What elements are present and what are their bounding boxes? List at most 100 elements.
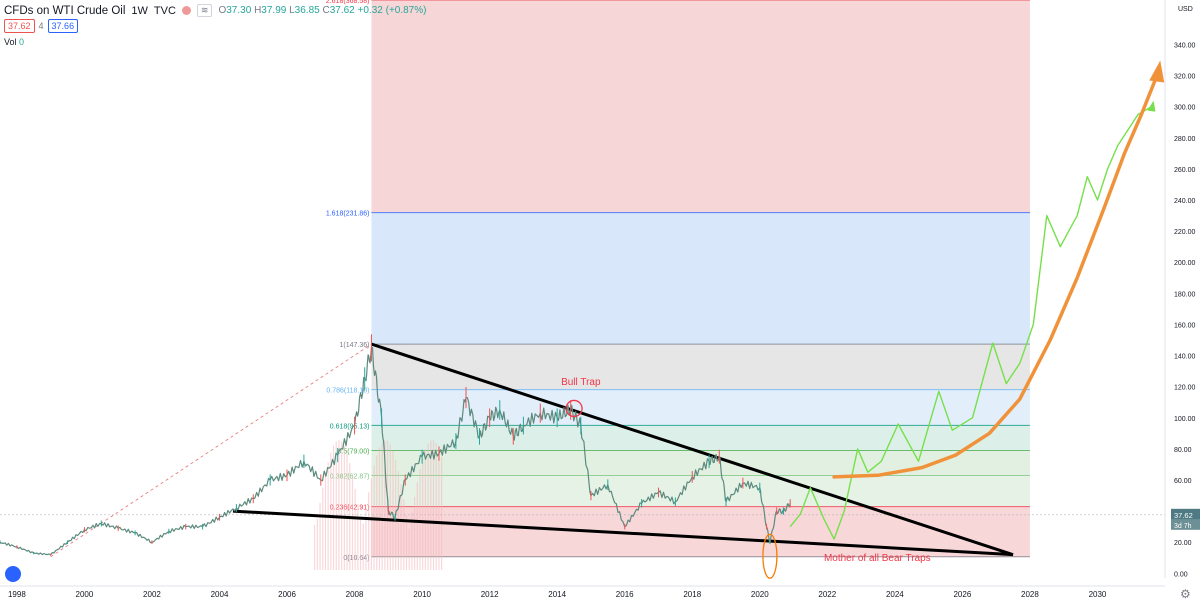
tradingview-logo-icon[interactable]: [5, 566, 21, 582]
volume-bar: [416, 482, 418, 570]
volume-bar: [430, 440, 432, 570]
volume-bar: [319, 502, 321, 570]
y-tick-label: 340.00: [1174, 42, 1196, 49]
change-value: +0.32 (+0.87%): [357, 5, 427, 16]
volume-bar: [330, 452, 332, 570]
volume-bar: [408, 528, 410, 570]
market-status-icon: [181, 6, 191, 15]
volume-bar: [441, 456, 443, 570]
ohlc-values: O37.30 H37.99 L36.85 C37.62 +0.32 (+0.87…: [218, 5, 427, 16]
x-tick-label: 2024: [886, 590, 904, 599]
x-tick-label: 2006: [278, 590, 296, 599]
projection-green-path: [789, 106, 1152, 540]
x-tick-label: 2010: [413, 590, 431, 599]
volume-legend: Vol 0: [4, 37, 24, 47]
spread-value: 4: [38, 21, 44, 31]
y-tick-label: 100.00: [1174, 416, 1196, 423]
fib-level-label: 0.618(95.13): [330, 423, 370, 430]
bear-trap-circle: [762, 533, 778, 579]
bear-trap-label: Mother of all Bear Traps: [824, 553, 931, 564]
close-value: 37.62: [329, 5, 355, 16]
y-tick-label: 80.00: [1174, 447, 1192, 454]
y-tick-label: 260.00: [1174, 167, 1196, 174]
volume-bar: [378, 447, 381, 570]
compare-icon[interactable]: ≋: [196, 4, 213, 17]
y-tick-label: 60.00: [1174, 478, 1192, 485]
x-tick-label: 2008: [346, 590, 364, 599]
x-tick-label: 2012: [481, 590, 499, 599]
y-tick-label: 200.00: [1174, 260, 1196, 267]
y-tick-label: 300.00: [1174, 105, 1196, 112]
volume-bar: [381, 442, 383, 570]
fib-level-label: 0.5(79.00): [338, 448, 370, 455]
x-tick-label: 2000: [76, 590, 94, 599]
volume-bar: [376, 455, 378, 570]
volume-bar: [365, 507, 367, 570]
volume-bar: [400, 484, 402, 570]
y-tick-label: 0.00: [1174, 571, 1188, 578]
x-tick-label: 2014: [548, 590, 566, 599]
x-tick-label: 2026: [953, 590, 971, 599]
last-price-tag: [1171, 508, 1200, 520]
x-tick-label: 2016: [616, 590, 634, 599]
last-price-value: 37.62: [1174, 511, 1193, 520]
countdown-tag: [1171, 519, 1200, 530]
y-tick-label: 20.00: [1174, 540, 1192, 547]
volume-bar: [341, 441, 343, 570]
trendline-upper-resistance: [370, 342, 1014, 557]
volume-bar: [332, 445, 335, 570]
volume-bar: [403, 499, 405, 570]
interval-label[interactable]: 1W: [131, 4, 148, 17]
symbol-header: CFDs on WTI Crude Oil 1W TVC ≋ O37.30 H3…: [4, 4, 426, 17]
volume-bar: [338, 440, 340, 570]
x-tick-label: 1998: [8, 590, 26, 599]
fib-band: [371, 389, 1030, 426]
volume-bar: [322, 487, 324, 570]
low-value: 36.85: [294, 5, 320, 16]
volume-bar: [359, 519, 362, 570]
volume-bar: [419, 469, 421, 570]
volume-bar: [432, 440, 435, 570]
volume-bar: [335, 441, 337, 570]
volume-bar: [362, 523, 364, 570]
currency-label: USD: [1178, 6, 1193, 13]
volume-bar: [435, 443, 437, 570]
y-tick-label: 140.00: [1174, 354, 1196, 361]
x-tick-label: 2018: [683, 590, 701, 599]
volume-value: 0: [19, 37, 25, 47]
price-series-line: [0, 346, 791, 556]
sell-button[interactable]: 37.62: [4, 19, 35, 33]
buy-button[interactable]: 37.66: [47, 19, 79, 33]
volume-bar: [389, 444, 391, 570]
trendline-lower-support: [232, 509, 1014, 557]
fib-level-label: 0.786(118.10): [326, 388, 369, 395]
y-tick-label: 240.00: [1174, 198, 1196, 205]
bull-trap-circle: [565, 399, 583, 418]
settings-gear-icon[interactable]: ⚙: [1180, 587, 1191, 601]
price-axis-bg: [1165, 0, 1200, 603]
open-value: 37.30: [226, 5, 252, 16]
volume-bar: [346, 453, 348, 570]
fib-band: [371, 212, 1030, 345]
volume-label: Vol: [4, 37, 17, 47]
volume-bar: [424, 449, 427, 570]
volume-bar: [427, 443, 429, 570]
trade-buttons: 37.62 4 37.66: [4, 19, 79, 33]
volume-bar: [384, 440, 386, 570]
x-tick-label: 2004: [211, 590, 229, 599]
high-value: 37.99: [261, 5, 287, 16]
symbol-name[interactable]: CFDs on WTI Crude Oil: [4, 4, 126, 17]
volume-bar: [351, 475, 354, 570]
volume-bar: [343, 446, 345, 570]
projection-green-arrow: [1147, 100, 1156, 112]
y-tick-label: 280.00: [1174, 136, 1196, 143]
x-tick-label: 2028: [1021, 590, 1039, 599]
volume-bar: [314, 524, 316, 570]
volume-bar: [368, 492, 370, 570]
projection-orange-path: [832, 70, 1160, 479]
x-tick-label: 2002: [143, 590, 161, 599]
volume-bar: [370, 478, 372, 570]
source-label: TVC: [153, 4, 176, 17]
y-tick-label: 220.00: [1174, 229, 1196, 236]
